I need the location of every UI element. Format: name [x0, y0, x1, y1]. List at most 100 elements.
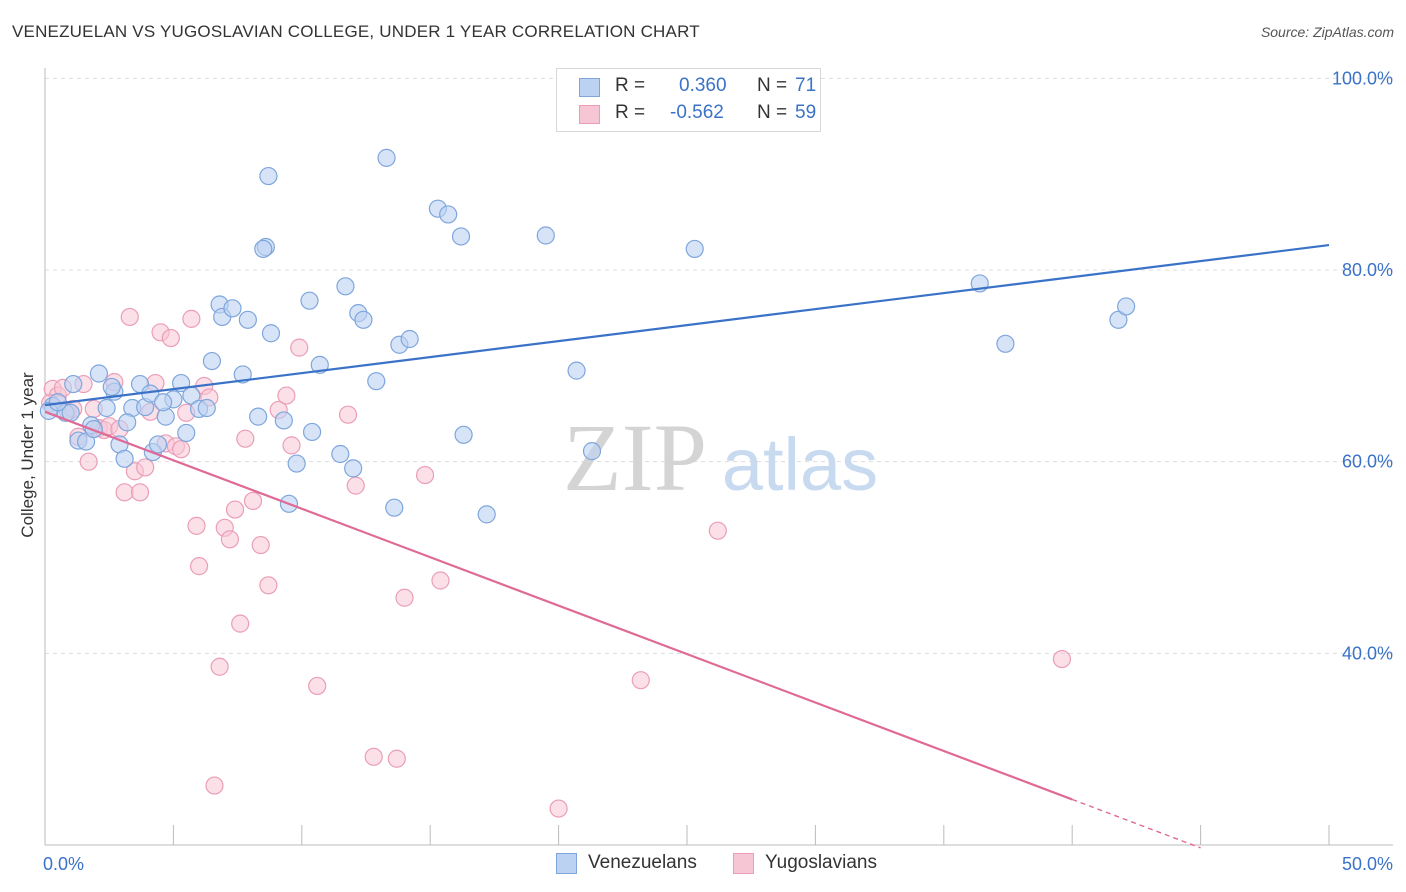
venezuelans-legend-swatch	[556, 853, 577, 874]
chart-title: VENEZUELAN VS YUGOSLAVIAN COLLEGE, UNDER…	[12, 22, 700, 41]
yugoslavian-point	[387, 749, 406, 768]
venezuelan-point	[354, 310, 373, 329]
venezuelan-point	[177, 423, 196, 443]
yugoslavian-point	[708, 521, 727, 540]
yugoslavian-point	[79, 452, 98, 471]
x-tick-label: 0.0%	[43, 854, 84, 874]
yugoslavian-point	[243, 491, 263, 511]
venezuelan-point	[254, 239, 273, 259]
yugoslavian-point	[182, 309, 201, 328]
tick-labels: 40.0% 60.0% 80.0% 100.0% 0.0% 50.0%	[43, 68, 1393, 874]
yugoslavian-point	[136, 458, 155, 477]
venezuelan-point	[233, 365, 252, 384]
yugoslavian-point	[364, 747, 383, 766]
venezuelan-point	[197, 398, 216, 418]
yugoslavians-legend-label: Yugoslavians	[765, 852, 877, 873]
yugoslavian-point	[210, 657, 229, 676]
venezuelan-point	[1117, 297, 1136, 316]
yugoslavian-point	[549, 799, 568, 818]
venezuelan-point	[344, 459, 363, 478]
legend-n-label: N =	[757, 102, 788, 123]
venezuelan-point	[310, 355, 329, 374]
venezuelan-point	[567, 361, 586, 380]
legend-r-value: 0.360	[679, 75, 727, 96]
yugoslavian-point	[395, 588, 414, 607]
venezuelans-swatch	[579, 78, 600, 97]
yugoslavians-trend-extension	[1071, 798, 1201, 849]
venezuelan-point	[115, 449, 134, 468]
venezuelan-point	[148, 435, 168, 454]
venezuelan-point	[97, 398, 116, 418]
venezuelan-point	[259, 166, 278, 186]
yugoslavian-point	[251, 535, 270, 555]
yugoslavian-point	[236, 429, 255, 448]
venezuelan-point	[118, 413, 137, 432]
yugoslavian-point	[290, 338, 309, 357]
venezuelan-point	[64, 374, 83, 394]
venezuelan-point	[385, 498, 404, 517]
yugoslavians-legend-swatch	[733, 853, 754, 874]
yugoslavian-point	[415, 465, 435, 485]
legend-n-value: 71	[795, 75, 817, 96]
venezuelan-point	[89, 364, 109, 383]
source-credit: Source: ZipAtlas.com	[1260, 24, 1394, 40]
yugoslavian-point	[259, 576, 278, 595]
gridlines	[45, 77, 1393, 654]
venezuelan-point	[331, 444, 350, 464]
legend-r-value: -0.562	[670, 102, 724, 123]
venezuelan-point	[302, 422, 322, 442]
yugoslavian-point	[308, 676, 327, 696]
yugoslavian-point	[189, 557, 209, 576]
yugoslavians-trend-line	[44, 410, 1073, 801]
venezuelan-point	[287, 454, 306, 473]
yugoslavian-point	[231, 614, 250, 633]
venezuelan-point	[536, 226, 555, 245]
yugoslavian-point	[161, 328, 180, 348]
venezuelan-point	[685, 239, 704, 259]
venezuelan-point	[996, 334, 1015, 353]
venezuelans-legend-label: Venezuelans	[588, 852, 697, 873]
venezuelan-point	[454, 425, 473, 444]
venezuelan-point	[274, 411, 293, 430]
yugoslavian-point	[282, 436, 301, 455]
yugoslavian-point	[172, 440, 191, 459]
watermark-zip: ZIP	[563, 404, 707, 511]
venezuelan-point	[238, 310, 257, 329]
x-tick-label: 50.0%	[1342, 854, 1393, 874]
venezuelan-point	[582, 442, 602, 461]
venezuelan-point	[400, 329, 419, 349]
yugoslavian-point	[225, 500, 245, 519]
yugoslavian-point	[631, 671, 650, 690]
venezuelan-point	[1109, 310, 1128, 329]
venezuelan-point	[300, 291, 319, 310]
venezuelan-point	[154, 393, 173, 412]
legend-n-value: 59	[795, 102, 817, 123]
yugoslavian-point	[120, 307, 139, 327]
yugoslavian-point	[338, 405, 358, 424]
yugoslavian-point	[220, 530, 239, 549]
y-tick-label: 60.0%	[1342, 452, 1393, 472]
venezuelan-point	[367, 372, 386, 391]
venezuelan-point	[451, 227, 471, 246]
axes	[44, 68, 1393, 846]
yugoslavian-point	[115, 483, 134, 502]
venezuelan-point	[261, 324, 281, 343]
venezuelan-point	[377, 148, 396, 167]
venezuelan-point	[223, 299, 242, 318]
yugoslavian-point	[205, 776, 224, 795]
venezuelan-point	[477, 505, 496, 524]
venezuelan-point	[439, 205, 458, 224]
yugoslavian-point	[1052, 649, 1072, 669]
yugoslavian-point	[346, 476, 365, 495]
venezuelan-point	[336, 277, 355, 296]
yugoslavian-point	[277, 386, 296, 405]
legend-r-label: R =	[615, 102, 646, 123]
correlation-legend: R = 0.360 N = 71 R = -0.562 N = 59	[556, 68, 821, 132]
venezuelan-point	[249, 407, 268, 426]
trend-lines	[44, 243, 1330, 849]
venezuelan-point	[102, 377, 121, 397]
y-axis-label: College, Under 1 year	[18, 372, 37, 538]
y-tick-label: 100.0%	[1332, 68, 1393, 88]
watermark-atlas: atlas	[722, 423, 878, 506]
